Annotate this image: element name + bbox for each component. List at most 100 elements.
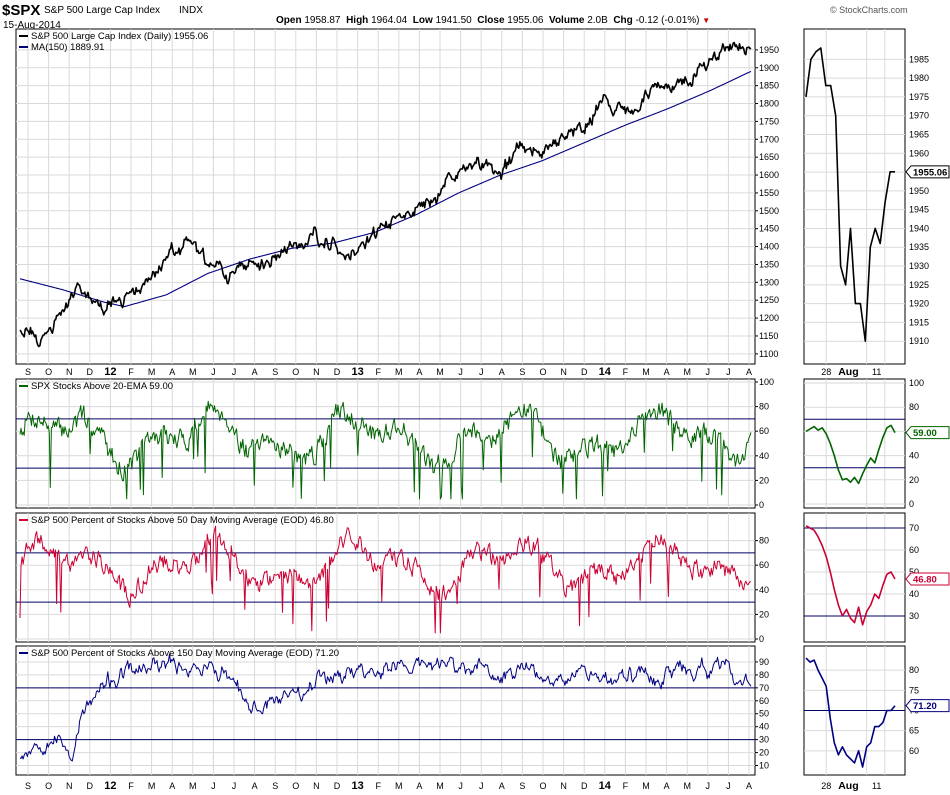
zoom-y-tick-label: 1950 xyxy=(909,186,929,196)
x-tick-label-bottom: A xyxy=(746,781,752,791)
zoom-y-tick-label: 1910 xyxy=(909,336,929,346)
y-tick-label: 1350 xyxy=(759,259,779,269)
x-tick-label-top: M xyxy=(436,367,444,377)
zoom-x-tick-label-top: 28 xyxy=(821,367,831,377)
x-tick-label-top: 14 xyxy=(599,366,612,378)
zoom-y-tick-label: 1960 xyxy=(909,148,929,158)
y-tick-label: 1950 xyxy=(759,45,779,55)
last-value-box xyxy=(905,699,950,713)
y-tick-label: 1650 xyxy=(759,152,779,162)
zoom-frame xyxy=(803,378,906,509)
indicator-line-2 xyxy=(19,525,752,634)
open-value: 1958.87 xyxy=(304,15,341,26)
x-tick-label-top: J xyxy=(458,367,463,377)
chg-value: -0.12 (-0.01%) xyxy=(635,15,700,26)
x-tick-label-top: 13 xyxy=(351,366,363,378)
x-tick-label-top: M xyxy=(642,367,650,377)
price-line xyxy=(19,41,752,348)
zoom-y-tick-label: 1935 xyxy=(909,242,929,252)
zoom-frame xyxy=(803,28,906,365)
zoom-y-tick-label: 70 xyxy=(909,523,919,533)
x-tick-label-bottom: J xyxy=(479,781,484,791)
y-tick-label: 100 xyxy=(759,377,774,387)
x-tick-label-bottom: A xyxy=(169,781,175,791)
zoom-x-tick-label-top: Aug xyxy=(838,366,858,378)
zoom-y-tick-label: 30 xyxy=(909,611,919,621)
last-value-label: 1955.06 xyxy=(913,167,947,178)
last-value-box xyxy=(905,165,950,179)
zoom-series-line xyxy=(805,525,896,626)
panel-frame xyxy=(15,28,756,365)
zoom-y-tick-label: 1920 xyxy=(909,299,929,309)
zoom-x-tick-label-top: 11 xyxy=(872,367,881,377)
x-tick-label-top: S xyxy=(25,367,31,377)
x-tick-label-bottom: J xyxy=(232,781,237,791)
x-tick-label-top: S xyxy=(519,367,525,377)
open-label: Open xyxy=(276,15,302,26)
indicator-line-1 xyxy=(19,400,752,500)
x-tick-label-bottom: D xyxy=(581,781,588,791)
y-tick-label: 1750 xyxy=(759,116,779,126)
panel-1: 0 20 40 60 80 100 SPX Stocks Above 20-EMA 59.0… xyxy=(15,377,774,510)
y-tick-label: 1250 xyxy=(759,295,779,305)
y-tick-label: 60 xyxy=(759,696,769,706)
zoom-panel-2: 30 40 50 60 70 46.80 xyxy=(803,512,950,643)
chart-date: 15-Aug-2014 xyxy=(3,20,61,31)
zoom-panel-3: 606570758071.20 xyxy=(803,645,950,776)
zoom-y-tick-label: 20 xyxy=(909,475,919,485)
x-tick-label-bottom: J xyxy=(706,781,711,791)
high-value: 1964.04 xyxy=(371,15,408,26)
x-tick-label-bottom: J xyxy=(211,781,216,791)
y-tick-label: 1700 xyxy=(759,134,779,144)
watermark: © StockCharts.com xyxy=(830,5,908,15)
zoom-y-tick-label: 1925 xyxy=(909,280,929,290)
y-tick-label: 0 xyxy=(759,500,764,510)
x-tick-label-bottom: M xyxy=(148,781,156,791)
x-tick-label-top: S xyxy=(272,367,278,377)
zoom-y-tick-label: 75 xyxy=(909,685,919,695)
panel-3: 10 20 30 40 50 60 70 80 90 S&P 500 Percent of Sto… xyxy=(15,645,769,776)
y-tick-label: 1900 xyxy=(759,63,779,73)
x-tick-label-bottom: A xyxy=(664,781,670,791)
zoom-y-tick-label: 60 xyxy=(909,746,919,756)
y-tick-label: 1800 xyxy=(759,99,779,109)
x-tick-label-bottom: 13 xyxy=(351,780,363,792)
zoom-y-tick-label: 50 xyxy=(909,567,919,577)
y-tick-label: 1200 xyxy=(759,313,779,323)
x-tick-label-bottom: D xyxy=(334,781,341,791)
last-value-box xyxy=(905,426,950,440)
y-tick-label: 1150 xyxy=(759,331,778,341)
x-tick-label-bottom: N xyxy=(66,781,73,791)
x-tick-label-bottom: N xyxy=(560,781,567,791)
x-tick-label-bottom: D xyxy=(87,781,94,791)
x-tick-label-bottom: 12 xyxy=(104,780,116,792)
y-tick-label: 40 xyxy=(759,585,769,595)
y-tick-label: 40 xyxy=(759,451,769,461)
last-value-tag: 59.00 xyxy=(905,426,950,440)
x-tick-label-top: N xyxy=(66,367,73,377)
x-tick-label-bottom: O xyxy=(292,781,299,791)
zoom-series-line xyxy=(805,657,896,768)
low-label: Low xyxy=(412,15,433,26)
x-tick-label-top: F xyxy=(623,367,629,377)
y-tick-label: 1600 xyxy=(759,170,779,180)
zoom-y-tick-label: 1930 xyxy=(909,261,929,271)
panel-frame xyxy=(15,378,756,509)
low-value: 1941.50 xyxy=(435,15,472,26)
zoom-y-tick-label: 1980 xyxy=(909,73,929,83)
x-tick-label-bottom: M xyxy=(189,781,197,791)
last-value-box xyxy=(905,572,950,586)
x-tick-label-bottom: J xyxy=(458,781,463,791)
chg-down-icon: ▼ xyxy=(702,16,711,25)
panel-frame xyxy=(15,512,756,643)
y-tick-label: 20 xyxy=(759,609,769,619)
panel-0: 1100 1150 1200 1250 1300 1350 1400 1450 1500 1550… xyxy=(15,28,779,365)
x-tick-label-top: N xyxy=(313,367,320,377)
x-tick-label-top: 12 xyxy=(104,366,116,378)
x-tick-label-bottom: F xyxy=(375,781,381,791)
y-tick-label: 1500 xyxy=(759,206,779,216)
close-label: Close xyxy=(477,15,505,26)
last-value-tag: 71.20 xyxy=(905,699,950,713)
x-tick-label-top: A xyxy=(169,367,175,377)
x-tick-label-top: J xyxy=(726,367,731,377)
